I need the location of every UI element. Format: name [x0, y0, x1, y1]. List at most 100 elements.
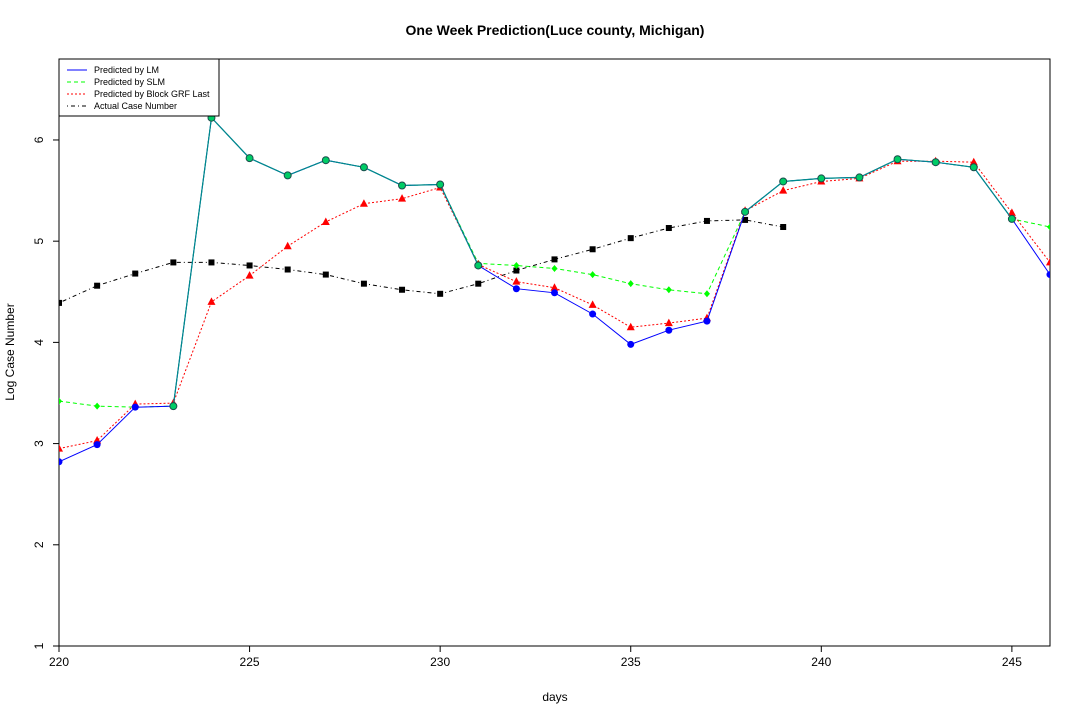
data-point — [893, 155, 902, 164]
x-axis-label: days — [542, 690, 567, 704]
data-point — [169, 402, 178, 411]
data-point — [245, 154, 254, 163]
data-point — [627, 340, 635, 348]
data-point — [94, 402, 101, 410]
data-point — [474, 261, 483, 270]
legend-label: Predicted by LM — [94, 65, 159, 75]
x-tick-label: 240 — [811, 655, 831, 669]
data-point — [321, 156, 330, 165]
legend-label: Predicted by SLM — [94, 77, 165, 87]
data-point — [589, 271, 596, 279]
y-tick-label: 4 — [32, 339, 46, 346]
data-point — [283, 241, 292, 250]
data-point — [359, 163, 368, 172]
data-point — [665, 225, 672, 232]
data-point — [131, 403, 139, 411]
data-point — [703, 317, 711, 325]
data-point — [665, 286, 672, 294]
data-point — [627, 280, 634, 288]
series-line — [59, 160, 1050, 450]
series-line — [59, 116, 1050, 408]
data-point — [1007, 214, 1016, 223]
data-point — [322, 271, 329, 278]
data-point — [283, 171, 292, 180]
y-tick-label: 2 — [32, 541, 46, 548]
data-point — [59, 299, 62, 306]
y-tick-label: 5 — [32, 238, 46, 245]
data-point — [321, 217, 330, 225]
axes: 220 225 230 235 240 245 1 2 3 4 5 6 — [32, 136, 1022, 669]
y-axis-label: Log Case Number — [3, 303, 17, 400]
data-point — [93, 441, 101, 449]
series-line — [59, 219, 784, 304]
data-point — [436, 180, 445, 189]
data-point — [779, 177, 788, 186]
data-point — [589, 310, 597, 318]
data-point — [589, 246, 596, 253]
data-point — [742, 216, 749, 223]
legend-label: Predicted by Block GRF Last — [94, 89, 210, 99]
data-point — [969, 163, 978, 172]
data-point — [550, 283, 559, 291]
data-point — [512, 285, 520, 293]
data-point — [931, 158, 940, 167]
data-point — [360, 280, 367, 287]
data-point — [1046, 271, 1050, 279]
x-tick-label: 245 — [1002, 655, 1022, 669]
data-point — [94, 282, 101, 289]
data-point — [665, 326, 673, 334]
data-point — [398, 181, 407, 190]
x-tick-label: 225 — [240, 655, 260, 669]
data-point — [588, 300, 597, 308]
data-point — [59, 458, 63, 466]
data-point — [246, 262, 253, 269]
data-point — [398, 194, 407, 202]
data-point — [626, 322, 635, 331]
data-point — [1047, 223, 1050, 231]
data-point — [703, 290, 710, 298]
y-tick-label: 1 — [32, 642, 46, 649]
data-point — [1046, 257, 1050, 266]
overlay-line — [744, 158, 1013, 220]
data-point — [551, 289, 558, 297]
data-point — [132, 270, 139, 277]
series-predicted-by-block-grf-last — [59, 156, 1050, 452]
data-point — [969, 157, 978, 166]
data-point — [475, 280, 482, 287]
data-point — [245, 271, 254, 279]
y-tick-label: 3 — [32, 440, 46, 447]
data-point — [207, 297, 216, 305]
data-point — [437, 290, 444, 297]
series-layer — [59, 113, 1050, 466]
data-point — [513, 267, 520, 274]
chart-title: One Week Prediction(Luce county, Michiga… — [406, 22, 705, 38]
y-tick-label: 6 — [32, 136, 46, 143]
x-tick-label: 235 — [621, 655, 641, 669]
legend-label: Actual Case Number — [94, 101, 177, 111]
data-point — [551, 264, 558, 272]
data-point — [59, 397, 62, 405]
data-point — [512, 277, 521, 285]
legend: Predicted by LM Predicted by SLM Predicted… — [58, 58, 220, 117]
data-point — [284, 266, 291, 273]
data-point — [779, 186, 788, 194]
data-point — [703, 217, 710, 224]
data-point — [551, 256, 558, 263]
data-point — [513, 261, 520, 269]
x-tick-label: 230 — [430, 655, 450, 669]
data-point — [93, 436, 102, 444]
x-tick-label: 220 — [49, 655, 69, 669]
plot-frame — [58, 58, 1051, 647]
data-point — [855, 173, 864, 182]
data-point — [627, 235, 634, 242]
data-point — [741, 207, 750, 216]
data-point — [817, 174, 826, 183]
data-point — [780, 224, 787, 231]
data-point — [399, 286, 406, 293]
data-point — [664, 318, 673, 327]
data-point — [208, 259, 215, 266]
data-point — [359, 199, 368, 207]
data-point — [59, 444, 63, 452]
series-overlay — [169, 113, 1016, 411]
